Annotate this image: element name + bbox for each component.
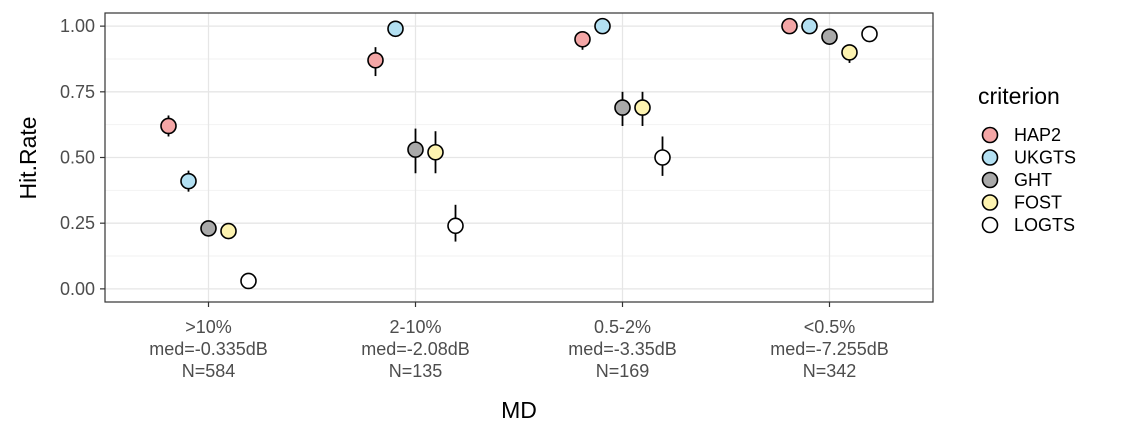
point-ukgts — [387, 20, 404, 38]
legend-label-hap2: HAP2 — [1014, 125, 1061, 145]
x-tick-label: >10% med=-0.335dB N=584 — [149, 317, 268, 381]
point-hap2 — [781, 17, 798, 35]
point-hap2 — [367, 51, 384, 69]
point-fost — [220, 222, 237, 240]
point-ukgts — [801, 17, 818, 35]
point-fost — [841, 44, 858, 61]
point-logts — [447, 217, 464, 235]
point-ukgts — [180, 172, 197, 190]
x-tick-label: 2-10% med=-2.08dB N=135 — [361, 317, 470, 381]
legend-key-fost — [981, 194, 999, 211]
point-ght — [821, 28, 838, 45]
y-axis-title: Hit.Rate — [15, 116, 41, 199]
x-axis: >10% med=-0.335dB N=584 2-10% med=-2.08dB N=1… — [149, 302, 889, 381]
x-tick-label: <0.5% med=-7.255dB N=342 — [770, 317, 889, 381]
legend-label-fost: FOST — [1014, 193, 1062, 213]
point-fost — [634, 99, 651, 116]
data-points — [160, 17, 878, 290]
y-tick-label: 0.75 — [60, 82, 95, 102]
legend-key-ukgts — [981, 149, 999, 166]
point-hap2 — [574, 30, 591, 48]
x-axis-title: MD — [501, 397, 537, 423]
point-ght — [200, 220, 217, 237]
point-logts — [240, 272, 257, 290]
y-tick-label: 0.25 — [60, 213, 95, 233]
point-hap2 — [160, 117, 177, 135]
legend-label-ght: GHT — [1014, 170, 1052, 190]
y-tick-label: 0.50 — [60, 148, 95, 168]
legend-key-logts — [981, 216, 999, 234]
legend-key-ght — [981, 171, 999, 189]
point-logts — [654, 149, 671, 166]
legend-label-ukgts: UKGTS — [1014, 148, 1076, 168]
y-axis: 0.00 0.25 0.50 0.75 1.00 — [60, 16, 105, 299]
legend-key-hap2 — [981, 126, 999, 144]
x-tick-label: 0.5-2% med=-3.35dB N=169 — [568, 317, 677, 381]
point-ght — [614, 99, 631, 116]
point-ght — [407, 141, 424, 158]
point-logts — [861, 25, 878, 43]
point-fost — [427, 143, 444, 161]
point-ukgts — [594, 17, 611, 35]
legend-title: criterion — [978, 83, 1060, 109]
minor-gridlines — [105, 58, 933, 257]
legend-label-logts: LOGTS — [1014, 215, 1075, 235]
y-tick-label: 0.00 — [60, 279, 95, 299]
y-tick-label: 1.00 — [60, 16, 95, 36]
